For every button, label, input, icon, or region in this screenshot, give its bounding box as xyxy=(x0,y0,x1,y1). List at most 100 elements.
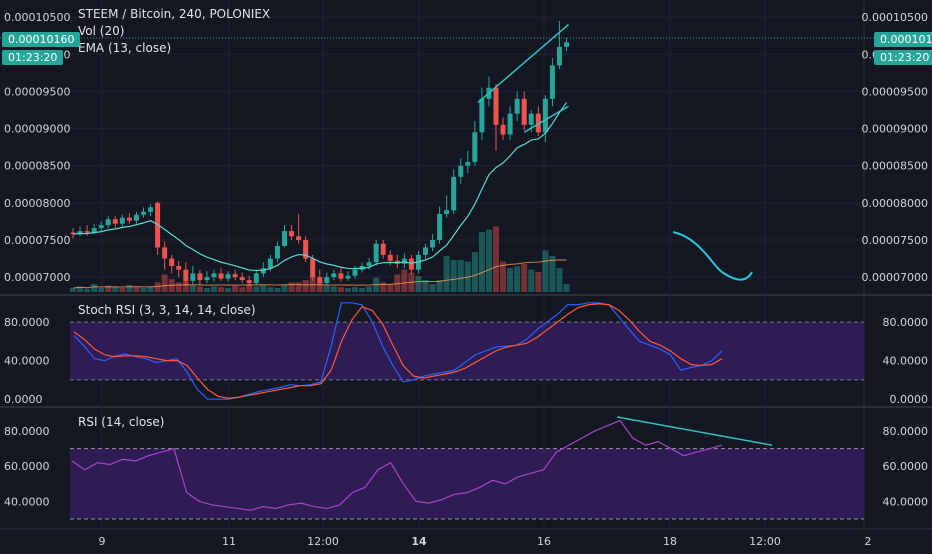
candle-body xyxy=(444,210,450,214)
candle-body xyxy=(507,113,513,135)
rsi-tick-label-left: 60.0000 xyxy=(4,460,50,473)
candle-body xyxy=(310,258,316,278)
main-legend: STEEM / Bitcoin, 240, POLONIEX Vol (20) … xyxy=(78,6,270,57)
candle-body xyxy=(176,266,182,270)
candle-body xyxy=(183,269,189,281)
channel-lower-line xyxy=(523,105,569,133)
candle-body xyxy=(260,268,266,274)
rsi-tick-label-left: 40.0000 xyxy=(4,495,50,508)
volume-bar xyxy=(119,288,126,292)
volume-bar xyxy=(239,287,246,292)
price-tick-label-left: 0.00010500 xyxy=(4,11,70,24)
price-tick-label-right: 0.00007000 xyxy=(862,271,928,284)
volume-bar xyxy=(337,287,344,292)
rsi-title[interactable]: RSI (14, close) xyxy=(78,415,165,429)
candle-body xyxy=(112,219,118,224)
candle-body xyxy=(211,273,217,278)
candle-body xyxy=(500,124,506,135)
rsi-band-fill xyxy=(70,448,864,519)
candle-body xyxy=(303,240,309,259)
stoch-tick-label-right: 0.0000 xyxy=(890,393,929,406)
volume-bar xyxy=(147,286,154,292)
price-tick-label-left: 0.00008500 xyxy=(4,160,70,173)
volume-bar xyxy=(316,282,323,292)
candle-body xyxy=(465,162,471,166)
rsi-legend: RSI (14, close) xyxy=(78,414,164,431)
volume-bar xyxy=(302,280,309,292)
ema-indicator-label[interactable]: EMA (13, close) xyxy=(78,41,172,55)
volume-bar xyxy=(161,274,168,292)
candle-body xyxy=(437,214,443,240)
volume-bar xyxy=(401,269,408,292)
candle-body xyxy=(528,113,534,125)
volume-bar xyxy=(549,256,556,292)
volume-bar xyxy=(309,276,316,292)
volume-bar xyxy=(556,268,563,292)
volume-bar xyxy=(260,285,267,292)
candle-body xyxy=(218,273,224,279)
last-price-tag-left: 0.00010160 xyxy=(2,32,81,47)
stoch-tick-label-right: 80.0000 xyxy=(883,316,929,329)
volume-bar xyxy=(182,280,189,292)
time-tick-label: 18 xyxy=(663,535,677,548)
candle-body xyxy=(535,113,541,133)
candle-body xyxy=(458,165,464,177)
stoch-rsi-pane[interactable] xyxy=(70,302,864,400)
volume-bar xyxy=(267,287,274,292)
candle-body xyxy=(423,247,428,255)
candle-body xyxy=(84,231,90,233)
candle-body xyxy=(105,219,111,226)
volume-bar xyxy=(507,268,514,292)
time-tick-label: 9 xyxy=(99,535,106,548)
rsi-line xyxy=(71,419,723,511)
candle-body xyxy=(366,262,372,266)
stoch-rsi-title[interactable]: Stoch RSI (3, 3, 14, 14, close) xyxy=(78,303,256,317)
rsi-tick-label-right: 80.0000 xyxy=(883,425,929,438)
candle-body xyxy=(324,277,330,284)
stoch-tick-label-left: 0.0000 xyxy=(4,393,43,406)
symbol-title[interactable]: STEEM / Bitcoin, 240, POLONIEX xyxy=(78,7,271,21)
stoch-band-fill xyxy=(70,322,864,380)
volume-bar xyxy=(535,272,542,292)
price-pane[interactable] xyxy=(0,20,932,292)
volume-bar xyxy=(154,282,161,292)
volume-bar xyxy=(225,288,232,292)
price-tick-label-right: 0.00010500 xyxy=(862,11,928,24)
volume-bar xyxy=(98,288,105,292)
candle-body xyxy=(232,274,238,278)
stoch-tick-label-right: 40.0000 xyxy=(883,355,929,368)
candle-body xyxy=(169,258,175,266)
rsi-divergence-line xyxy=(616,416,773,446)
candle-body xyxy=(521,98,527,125)
candle-body xyxy=(479,98,485,133)
time-tick-label: 14 xyxy=(411,535,427,548)
channel-upper-line xyxy=(477,24,569,104)
time-tick-label: 16 xyxy=(537,535,551,548)
volume-bar xyxy=(323,285,330,292)
rsi-pane[interactable] xyxy=(70,416,864,520)
volume-bar xyxy=(366,286,373,292)
volume-bar xyxy=(422,280,429,292)
volume-bar xyxy=(112,287,119,292)
volume-bar xyxy=(514,266,521,292)
candle-body xyxy=(451,176,457,211)
candle-body xyxy=(190,273,196,281)
volume-bar xyxy=(295,282,302,292)
candle-body xyxy=(133,214,139,221)
countdown-tag: 01:23:20 xyxy=(874,50,932,65)
volume-indicator-label[interactable]: Vol (20) xyxy=(78,24,125,38)
candle-body xyxy=(564,42,569,47)
price-tick-label-right: 0.00008500 xyxy=(862,160,928,173)
volume-bar xyxy=(563,284,570,292)
candle-body xyxy=(141,211,146,215)
volume-bar xyxy=(352,287,358,292)
volume-bar xyxy=(542,250,549,292)
rsi-tick-label-right: 60.0000 xyxy=(883,460,929,473)
volume-bar xyxy=(394,274,401,292)
candle-body xyxy=(246,280,252,284)
candle-body xyxy=(70,232,76,235)
ema-line xyxy=(72,102,567,272)
rsi-tick-label-right: 40.0000 xyxy=(883,495,929,508)
candle-body xyxy=(239,277,245,281)
